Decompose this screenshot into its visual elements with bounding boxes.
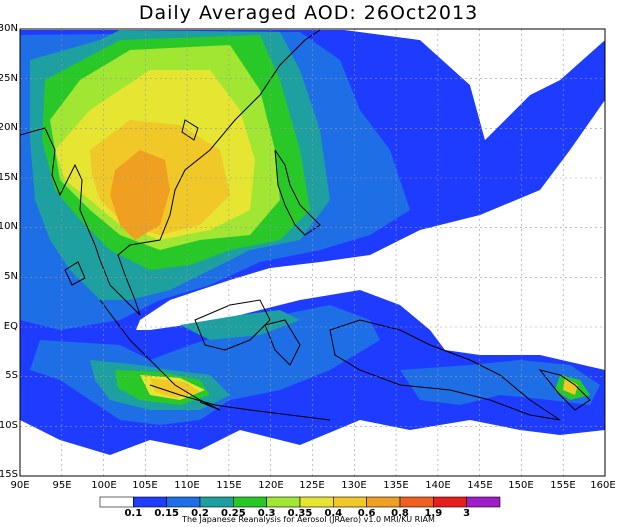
- clean-air-region: [345, 30, 605, 140]
- lat-label: 25N: [0, 73, 18, 84]
- colorbar-tick-label: 0.3: [258, 508, 276, 519]
- coastlines: [20, 29, 591, 421]
- lon-label: 100E: [91, 480, 117, 491]
- colorbar-swatch: [266, 496, 301, 508]
- lon-label: 145E: [467, 480, 493, 491]
- colorbar-swatch: [166, 496, 201, 508]
- clean-air-region: [140, 215, 605, 355]
- colorbar-swatch: [433, 496, 467, 508]
- colorbar-tick-label: 0.2: [191, 508, 209, 519]
- colorbar-swatch: [199, 496, 234, 508]
- lon-label: 120E: [258, 480, 284, 491]
- colorbar-swatch: [233, 496, 267, 508]
- lon-label: 135E: [383, 480, 409, 491]
- colorbar: 0.1 0.15 0.2 0.25 0.3 0.35 0.4 0.6 0.8 1.9 3: [99, 496, 501, 519]
- aod-region-mid-low: [400, 360, 600, 405]
- aod-region-teal: [180, 310, 300, 340]
- colorbar-tick-label: 0.4: [324, 508, 342, 519]
- colorbar-tick-label: 0.35: [288, 508, 313, 519]
- colorbar-tick-label: 0.1: [124, 508, 142, 519]
- aod-region-orange: [110, 150, 170, 240]
- credit-text: The Japanese Reanalysis for Aerosol (JRA…: [182, 515, 435, 524]
- colorbar-tick-label: 0.15: [154, 508, 179, 519]
- lat-label: 5N: [4, 271, 18, 282]
- aod-field: [20, 29, 605, 476]
- colorbar-swatch: [399, 496, 434, 508]
- map-title: Daily Averaged AOD: 26Oct2013: [138, 2, 479, 24]
- colorbar-tick-label: 1.9: [424, 508, 442, 519]
- lon-label: 160E: [590, 480, 616, 491]
- lon-label: 125E: [299, 480, 325, 491]
- lat-label: 5S: [5, 370, 18, 381]
- lat-label: 15S: [0, 469, 18, 480]
- lon-label: 130E: [341, 480, 367, 491]
- colorbar-swatch: [99, 496, 134, 508]
- colorbar-swatch: [299, 496, 334, 508]
- lat-label: 30N: [0, 23, 18, 34]
- colorbar-swatch: [333, 496, 367, 508]
- lat-label: 10N: [0, 221, 18, 232]
- colorbar-swatch: [466, 496, 501, 508]
- lon-label: 110E: [174, 480, 200, 491]
- lat-label: 20N: [0, 122, 18, 133]
- colorbar-swatch: [366, 496, 401, 508]
- colorbar-swatch: [133, 496, 167, 508]
- lon-label: 155E: [550, 480, 576, 491]
- colorbar-tick-label: 0.8: [391, 508, 409, 519]
- lon-label: 95E: [52, 480, 72, 491]
- lon-label: 105E: [132, 480, 158, 491]
- colorbar-tick-label: 0.25: [221, 508, 246, 519]
- aod-region-orangeyellow: [563, 378, 578, 395]
- lat-label: 15N: [0, 172, 18, 183]
- lon-label: 90E: [10, 480, 30, 491]
- lon-label: 150E: [508, 480, 534, 491]
- colorbar-tick-label: 0.6: [358, 508, 376, 519]
- map-frame: [19, 28, 606, 477]
- lat-label: EQ: [3, 321, 18, 332]
- colorbar-tick-label: 3: [463, 508, 470, 519]
- lat-label: 10S: [0, 420, 18, 431]
- lon-label: 140E: [425, 480, 451, 491]
- lon-label: 115E: [216, 480, 242, 491]
